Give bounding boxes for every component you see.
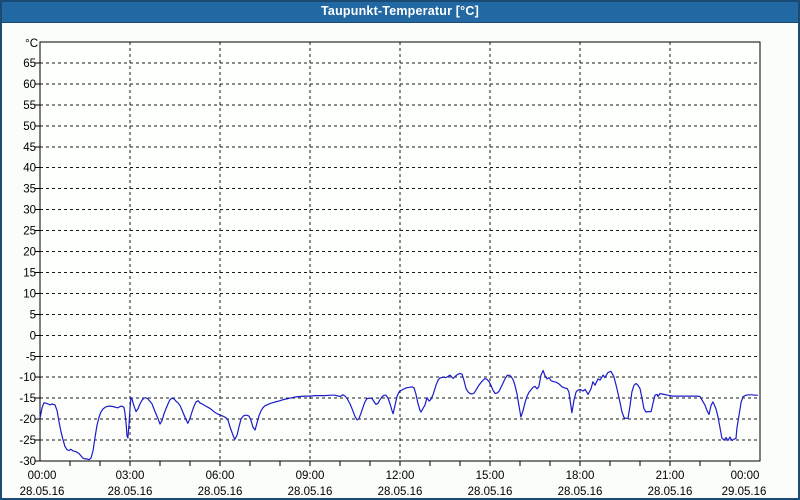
x-axis-ticks — [69, 461, 731, 466]
x-time-label: 12:00 — [386, 470, 415, 482]
y-tick-label: 30 — [23, 205, 36, 217]
y-tick-label: -30 — [19, 456, 36, 468]
x-time-label: 03:00 — [116, 470, 145, 482]
y-tick-label: 60 — [23, 79, 36, 91]
x-date-label: 28.05.16 — [378, 486, 423, 498]
x-time-label: 18:00 — [566, 470, 595, 482]
x-time-label: 09:00 — [296, 470, 325, 482]
window-title-bar: Taupunkt-Temperatur [°C] — [0, 0, 800, 23]
y-tick-label: -20 — [19, 414, 36, 426]
y-axis-labels: 65605550454035302520151050-5-10-15-20-25… — [19, 38, 38, 468]
x-date-label: 28.05.16 — [198, 486, 243, 498]
y-tick-label: 0 — [30, 330, 36, 342]
x-date-label: 28.05.16 — [288, 486, 333, 498]
x-axis-labels: 00:00 28.05.16 03:00 28.05.16 06:00 28.05.16 0… — [20, 470, 767, 498]
x-date-label: 28.05.16 — [468, 486, 513, 498]
y-tick-label: -10 — [19, 372, 36, 384]
series-line — [39, 369, 758, 461]
x-time-label: 15:00 — [476, 470, 505, 482]
x-date-label: 28.05.16 — [558, 486, 603, 498]
x-date-label: 28.05.16 — [108, 486, 153, 498]
y-tick-label: 15 — [23, 267, 36, 279]
x-date-label: 29.05.16 — [722, 486, 767, 498]
x-time-label: 21:00 — [656, 470, 685, 482]
y-tick-label: 25 — [23, 226, 36, 238]
y-tick-label: -5 — [26, 351, 36, 363]
y-tick-label: 45 — [23, 142, 36, 154]
y-tick-label: 50 — [23, 121, 36, 133]
y-tick-label: 55 — [23, 100, 36, 112]
x-date-label: 28.05.16 — [648, 486, 693, 498]
plot-border — [39, 41, 761, 462]
y-tick-label: 10 — [23, 288, 36, 300]
y-tick-label: 40 — [23, 163, 36, 175]
y-tick-label: 65 — [23, 58, 36, 70]
y-tick-label: -15 — [19, 393, 36, 405]
x-time-label: 00:00 — [731, 470, 760, 482]
x-time-label: 00:00 — [28, 470, 57, 482]
y-tick-label: 20 — [23, 247, 36, 259]
x-time-label: 06:00 — [206, 470, 235, 482]
y-axis-ticks — [35, 62, 40, 462]
y-tick-label: 5 — [30, 309, 36, 321]
y-axis-unit-label: °C — [25, 38, 38, 50]
window-title: Taupunkt-Temperatur [°C] — [321, 4, 479, 18]
x-date-label: 28.05.16 — [20, 486, 65, 498]
y-tick-label: 35 — [23, 184, 36, 196]
y-tick-label: -25 — [19, 435, 36, 447]
